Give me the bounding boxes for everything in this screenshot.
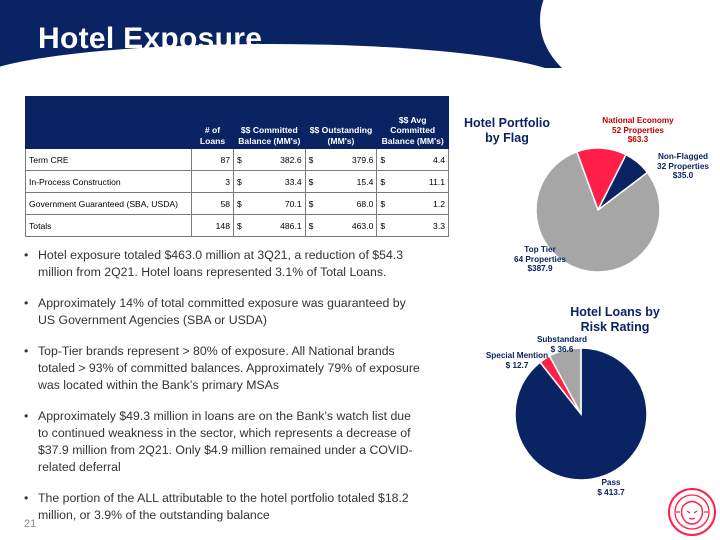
- table-header-row: # of Loans $$ Committed Balance (MM's) $…: [25, 96, 449, 149]
- page-number: 21: [24, 518, 37, 530]
- bullet-item: Approximately $49.3 million in loans are…: [22, 408, 422, 476]
- slice-label-toptier: Top Tier 64 Properties $387.9: [500, 245, 580, 274]
- pie-slice-top-tier: [535, 150, 661, 273]
- slice-name: Non-Flagged: [657, 152, 709, 161]
- bullet-item: The portion of the ALL attributable to t…: [22, 490, 422, 524]
- page-title: Hotel Exposure: [38, 22, 263, 55]
- currency-symbol: $: [376, 214, 391, 237]
- currency-symbol: $: [304, 214, 320, 237]
- table-header-cell: # of Loans: [191, 96, 234, 149]
- row-label: Totals: [25, 214, 192, 237]
- chart-title-flag: Hotel Portfolio by Flag: [463, 116, 551, 145]
- bullet-item: Hotel exposure totaled $463.0 million at…: [22, 247, 422, 281]
- bullet-list: Hotel exposure totaled $463.0 million at…: [22, 247, 422, 538]
- pie-hotel-portfolio-by-flag: [535, 147, 661, 273]
- slice-value: $ 12.7: [505, 360, 529, 370]
- table-header-cell: $$ Avg Committed Balance (MM's): [376, 96, 449, 149]
- slice-label-pass: Pass $ 413.7: [586, 478, 636, 497]
- bullet-item: Top-Tier brands represent > 80% of expos…: [22, 343, 422, 394]
- slice-sub: 64 Properties: [514, 254, 566, 264]
- avg-cell: 3.3: [390, 214, 449, 237]
- bullet-item: Approximately 14% of total committed exp…: [22, 295, 422, 329]
- slice-name: Substandard: [536, 335, 588, 344]
- hotel-exposure-table: # of Loans $$ Committed Balance (MM's) $…: [25, 96, 449, 237]
- table-row: In-Process Construction 3 $ 33.4 $ 15.4 …: [25, 170, 449, 193]
- table-header-cell: $$ Committed Balance (MM's): [233, 96, 306, 149]
- slice-label-national: National Economy 52 Properties $63.3: [598, 116, 678, 145]
- header-banner: [0, 0, 720, 68]
- slice-sub: 52 Properties: [612, 125, 664, 135]
- slice-name: National Economy: [602, 116, 674, 125]
- pie-hotel-loans-by-risk-rating: [514, 347, 648, 481]
- table-header-cell: [25, 96, 192, 149]
- slice-name: Pass: [601, 478, 621, 487]
- currency-symbol: $: [233, 214, 248, 237]
- pie-slice-substandard: [548, 347, 582, 415]
- chart-title-risk: Hotel Loans by Risk Rating: [570, 305, 660, 334]
- slice-name: Top Tier: [524, 245, 556, 254]
- table-row-totals: Totals 148 $ 486.1 $ 463.0 $ 3.3: [25, 214, 449, 237]
- slice-value: $63.3: [627, 135, 649, 144]
- slice-value: $ 36.6: [550, 344, 574, 354]
- table-row: Term CRE 87 $ 382.6 $ 379.6 $ 4.4: [25, 148, 449, 171]
- slice-sub: 32 Properties: [657, 161, 709, 171]
- slice-value: $35.0: [672, 171, 694, 180]
- lion-logo-icon: [668, 488, 716, 536]
- header-corner-curve: [540, 0, 720, 68]
- slice-label-substandard: Substandard $ 36.6: [532, 335, 592, 354]
- slice-label-nonflagged: Non-Flagged 32 Properties $35.0: [652, 152, 714, 181]
- slice-name: Special Mention: [485, 351, 549, 360]
- slice-label-special-mention: Special Mention $ 12.7: [484, 351, 550, 370]
- slice-value: $ 413.7: [597, 487, 625, 497]
- table-header-cell: $$ Outstanding (MM's): [304, 96, 378, 149]
- slice-value: $387.9: [527, 264, 553, 273]
